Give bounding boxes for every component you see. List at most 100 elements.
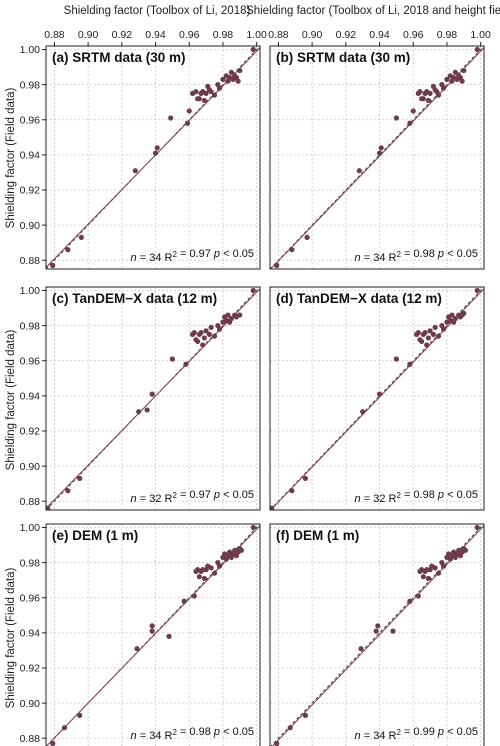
panel-f: (f) DEM (1 m) n = 34 R2 = 0.99 p < 0.05 bbox=[269, 523, 485, 746]
data-point bbox=[378, 145, 384, 151]
data-point bbox=[420, 574, 426, 580]
panel-frame bbox=[269, 286, 485, 511]
data-point bbox=[407, 120, 413, 126]
stats-annotation: n = 34 R2 = 0.98 p < 0.05 bbox=[355, 248, 478, 264]
panel-title: (e) DEM (1 m) bbox=[52, 528, 138, 543]
data-point bbox=[407, 598, 413, 604]
data-point bbox=[77, 712, 83, 718]
data-point bbox=[225, 312, 231, 318]
data-point bbox=[61, 725, 68, 731]
data-point bbox=[427, 90, 433, 97]
data-point bbox=[449, 312, 455, 318]
y-tick-label: 0.90 bbox=[20, 698, 41, 710]
data-point bbox=[424, 342, 430, 348]
panel-c: 0.88 0.90 0.92 0.94 0.96 0.98 1.00 (c) TanDEM−X… bbox=[20, 285, 261, 511]
panel-b: 0.88 0.90 0.92 0.94 0.96 0.98 1.00 (b) SRTM dat… bbox=[268, 29, 491, 270]
data-point bbox=[168, 115, 174, 121]
data-point bbox=[250, 287, 256, 294]
y-tick-label: 0.94 bbox=[20, 628, 41, 640]
data-point bbox=[459, 78, 465, 84]
y-tick-label: 0.90 bbox=[20, 220, 41, 232]
x-tick-label: 0.92 bbox=[336, 29, 357, 41]
data-point bbox=[132, 168, 138, 174]
data-point bbox=[191, 330, 197, 336]
data-point bbox=[432, 324, 438, 330]
data-point bbox=[196, 96, 202, 102]
data-point bbox=[201, 335, 207, 341]
y-tick-label: 1.00 bbox=[20, 44, 41, 56]
one-to-one-line bbox=[270, 524, 484, 746]
top-axis-title-right: Shielding factor (Toolbox of Li, 2018 an… bbox=[246, 5, 500, 17]
data-point bbox=[149, 391, 155, 397]
data-point bbox=[181, 598, 187, 604]
data-point bbox=[444, 76, 450, 82]
panel-frame bbox=[45, 286, 261, 511]
data-point bbox=[425, 97, 431, 104]
data-point bbox=[46, 505, 51, 510]
data-point bbox=[208, 324, 214, 330]
data-point bbox=[237, 312, 243, 318]
data-point bbox=[393, 115, 399, 121]
one-to-one-line bbox=[270, 46, 484, 269]
regression-line bbox=[46, 288, 260, 509]
data-point bbox=[435, 333, 442, 339]
data-point bbox=[417, 89, 423, 95]
data-point bbox=[220, 76, 226, 82]
data-point bbox=[50, 262, 56, 269]
data-point bbox=[425, 575, 431, 582]
plot-area bbox=[46, 46, 260, 269]
data-point bbox=[430, 331, 437, 338]
stats-annotation: n = 32 R2 = 0.98 p < 0.05 bbox=[355, 489, 478, 505]
panel-frame bbox=[45, 523, 261, 746]
data-point bbox=[376, 150, 383, 156]
data-point bbox=[393, 356, 399, 362]
data-point bbox=[440, 85, 447, 91]
data-point bbox=[166, 633, 172, 639]
y-axis-title-row-2: Shielding factor (Field data) bbox=[5, 330, 17, 471]
data-point bbox=[419, 338, 425, 345]
y-axis-title-row-3: Shielding factor (Field data) bbox=[5, 568, 17, 709]
x-tick-label: 0.96 bbox=[403, 29, 424, 41]
x-tick-label: 0.92 bbox=[112, 29, 133, 41]
panel-frame bbox=[269, 523, 485, 746]
data-point bbox=[65, 247, 71, 253]
x-tick-label: 0.98 bbox=[213, 29, 234, 41]
panel-title: (f) DEM (1 m) bbox=[276, 528, 359, 543]
stats-annotation: n = 34 R2 = 0.97 p < 0.05 bbox=[131, 248, 254, 264]
x-tick-label: 0.94 bbox=[145, 29, 166, 41]
data-point bbox=[186, 108, 192, 114]
x-tick-label: 0.88 bbox=[44, 29, 65, 41]
data-point bbox=[420, 96, 426, 102]
data-point bbox=[228, 69, 234, 75]
data-point bbox=[440, 563, 447, 569]
data-point bbox=[235, 78, 241, 84]
data-point bbox=[422, 330, 428, 336]
panel-frame bbox=[269, 45, 485, 270]
data-point bbox=[358, 646, 364, 652]
data-point bbox=[211, 570, 218, 576]
y-tick-label: 0.96 bbox=[20, 114, 41, 126]
data-point bbox=[228, 316, 234, 322]
data-point bbox=[376, 391, 383, 397]
panel-title: (c) TanDEM−X data (12 m) bbox=[52, 291, 217, 306]
data-point bbox=[211, 333, 218, 339]
data-point bbox=[193, 89, 199, 95]
y-tick-label: 0.98 bbox=[20, 320, 41, 332]
data-point bbox=[136, 409, 142, 415]
y-tick-label: 0.92 bbox=[20, 663, 41, 675]
y-tick-label: 0.98 bbox=[20, 557, 41, 569]
y-tick-label: 1.00 bbox=[20, 522, 41, 534]
plot-area bbox=[270, 524, 484, 746]
scatter-panels: 0.88 0.90 0.92 0.94 0.96 0.98 1.00 0.880.900.92… bbox=[20, 29, 491, 746]
data-point bbox=[274, 262, 280, 269]
plot-area bbox=[46, 524, 260, 746]
data-point bbox=[208, 565, 214, 571]
data-point bbox=[432, 565, 438, 571]
data-point bbox=[183, 361, 189, 367]
data-point bbox=[208, 89, 214, 95]
data-point bbox=[289, 488, 295, 494]
x-tick-label: 0.90 bbox=[78, 29, 99, 41]
plot-area bbox=[270, 287, 484, 510]
top-axis-title-left: Shielding factor (Toolbox of Li, 2018) bbox=[64, 5, 251, 17]
data-point bbox=[435, 92, 442, 98]
